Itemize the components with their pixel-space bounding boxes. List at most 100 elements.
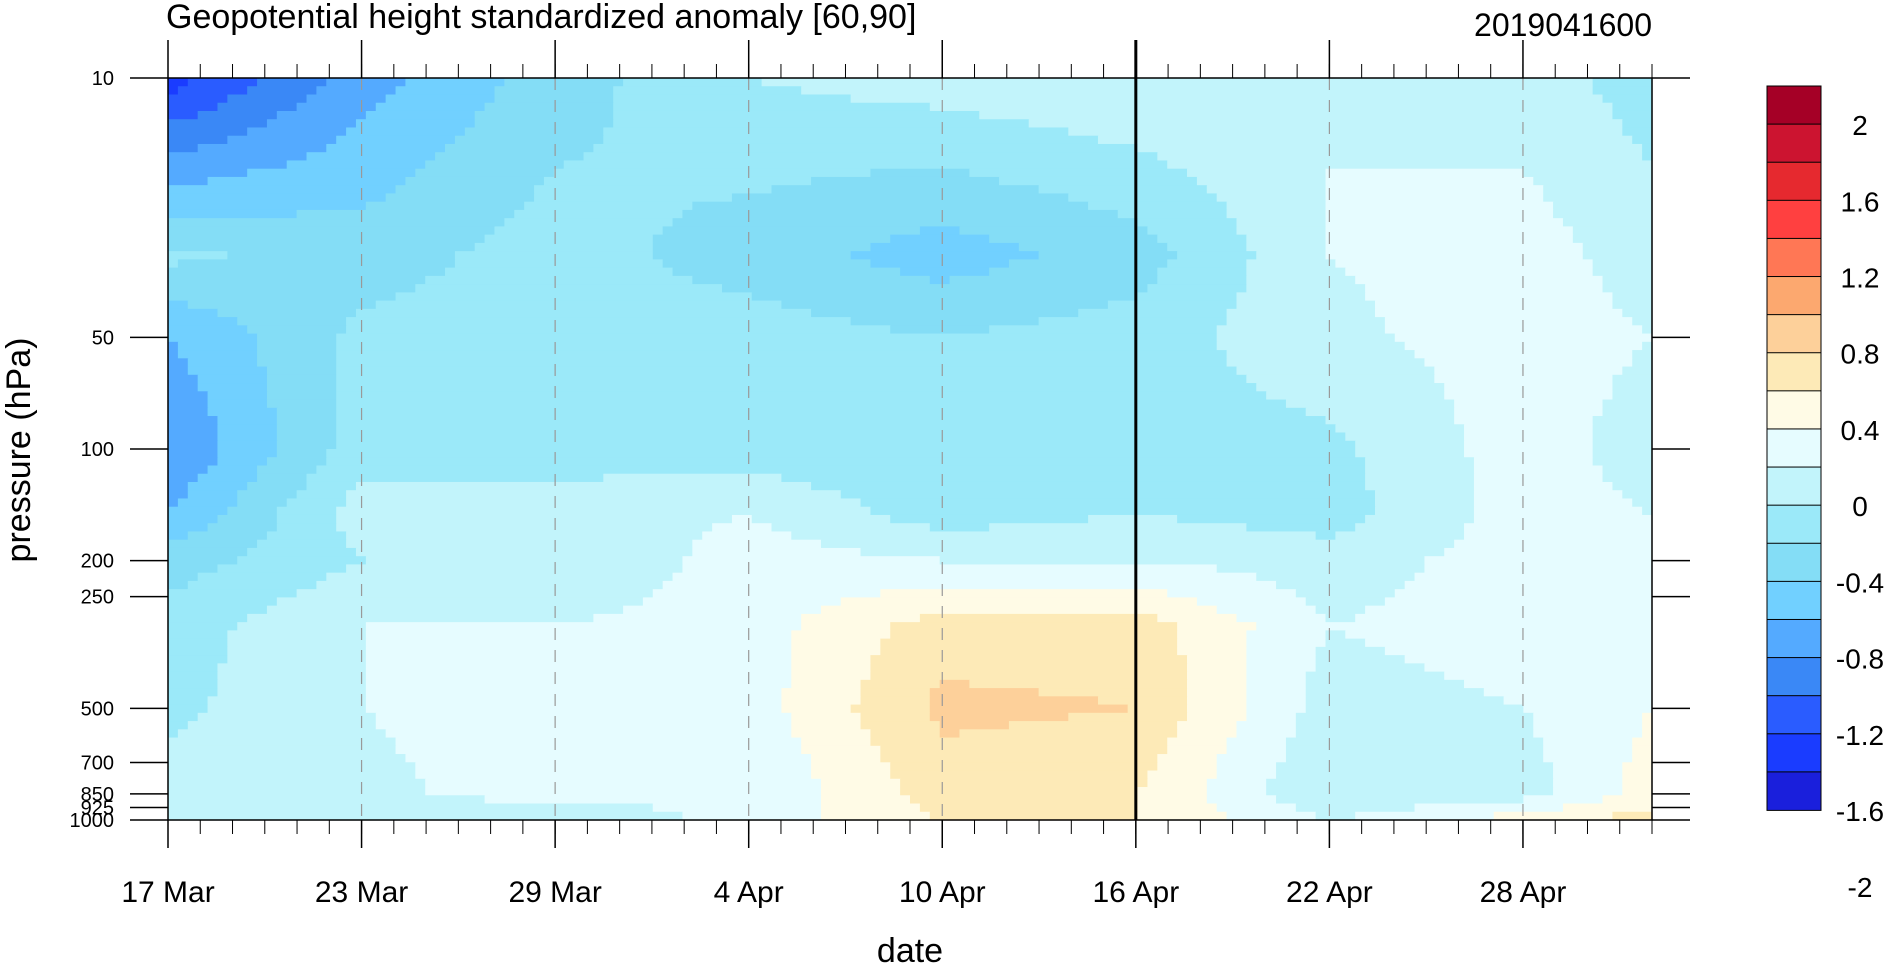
contour-cell xyxy=(959,226,1149,236)
contour-cell xyxy=(1365,481,1475,491)
contour-cell xyxy=(1246,638,1327,648)
contour-cell xyxy=(1365,605,1653,615)
contour-cell xyxy=(266,366,337,376)
contour-cell xyxy=(1276,770,1554,780)
colorbar-swatch xyxy=(1766,390,1822,430)
contour-cell xyxy=(207,399,268,409)
contour-cell xyxy=(1444,547,1653,557)
contour-cell xyxy=(791,531,1317,541)
contour-cell xyxy=(1236,729,1297,739)
contour-cell xyxy=(1137,292,1238,302)
contour-cell xyxy=(692,547,862,557)
contour-cell xyxy=(1473,457,1594,467)
contour-cell xyxy=(168,94,228,104)
contour-cell xyxy=(1216,605,1317,615)
contour-cell xyxy=(820,795,911,805)
contour-cell xyxy=(929,696,1099,706)
contour-cell xyxy=(168,704,209,714)
contour-cell xyxy=(929,523,990,533)
contour-cell xyxy=(168,506,228,516)
contour-cell xyxy=(336,424,1337,434)
contour-cell xyxy=(890,514,1089,524)
contour-cell xyxy=(435,152,585,162)
contour-cell xyxy=(1295,729,1534,739)
contour-cell xyxy=(1315,605,1366,615)
contour-cell xyxy=(168,811,684,821)
contour-cell xyxy=(197,110,278,120)
contour-cell xyxy=(266,119,357,129)
contour-cell xyxy=(346,325,891,335)
contour-cell xyxy=(1632,745,1653,755)
y-tick-label: 700 xyxy=(81,753,114,775)
contour-cell xyxy=(1246,275,1356,285)
contour-cell xyxy=(1444,671,1653,681)
contour-cell xyxy=(989,234,1158,244)
contour-cell xyxy=(385,193,535,203)
contour-cell xyxy=(1374,498,1475,508)
contour-cell xyxy=(1642,721,1653,730)
contour-cell xyxy=(1572,234,1653,244)
contour-cell xyxy=(1177,729,1238,739)
contour-cell xyxy=(454,135,604,145)
contour-cell xyxy=(336,432,1346,442)
contour-cell xyxy=(177,259,456,269)
contour-cell xyxy=(850,317,1040,326)
contour-cell xyxy=(1612,374,1653,384)
contour-cell xyxy=(247,547,357,557)
contour-cell xyxy=(346,127,466,137)
contour-cell xyxy=(168,102,219,112)
contour-cell xyxy=(484,795,822,805)
contour-cell xyxy=(1622,490,1653,500)
contour-cell xyxy=(1256,383,1445,392)
contour-cell xyxy=(1117,209,1228,219)
contour-cell xyxy=(1157,762,1218,772)
contour-cell xyxy=(1246,679,1307,689)
contour-cell xyxy=(168,333,258,343)
contour-cell xyxy=(1157,613,1238,623)
contour-cell xyxy=(207,465,258,475)
x-tick-label: 22 Apr xyxy=(1286,876,1373,909)
contour-cell xyxy=(1642,341,1653,351)
contour-cell xyxy=(1424,358,1633,368)
contour-cell xyxy=(860,547,1445,557)
contour-cell xyxy=(652,251,852,260)
contour-cell xyxy=(1602,795,1653,805)
contour-cell xyxy=(801,622,891,631)
contour-cell xyxy=(870,663,1188,673)
contour-cell xyxy=(1612,110,1653,120)
contour-cell xyxy=(929,688,1040,697)
contour-cell xyxy=(1325,193,1544,203)
contour-cell xyxy=(276,523,337,533)
contour-cell xyxy=(336,416,1327,425)
colorbar-swatch xyxy=(1766,237,1822,278)
contour-cell xyxy=(168,762,416,772)
contour-cell xyxy=(1414,350,1633,359)
contour-cell xyxy=(1434,366,1623,376)
contour-cell xyxy=(949,275,1158,285)
contour-cell xyxy=(870,729,941,739)
contour-cell xyxy=(840,490,1376,500)
colorbar-swatch xyxy=(1766,85,1822,126)
contour-cell xyxy=(1038,688,1188,697)
contour-cell xyxy=(168,539,258,549)
contour-cell xyxy=(415,284,723,293)
contour-cell xyxy=(1147,226,1238,236)
contour-cell xyxy=(1256,622,1653,631)
x-tick-label: 28 Apr xyxy=(1480,876,1567,909)
contour-cell xyxy=(168,754,407,763)
contour-cell xyxy=(1523,795,1604,805)
contour-cell xyxy=(890,630,1178,640)
contour-cell xyxy=(266,457,327,467)
contour-cell xyxy=(1236,613,1327,623)
contour-cell xyxy=(1236,226,1327,236)
contour-cell xyxy=(1187,704,1247,714)
contour-cell xyxy=(197,473,258,483)
contour-cell xyxy=(1553,201,1653,211)
contour-cell xyxy=(761,78,1594,87)
contour-cell xyxy=(168,679,219,689)
contour-cell xyxy=(1137,795,1208,805)
contour-cell xyxy=(168,251,228,260)
contour-cell xyxy=(227,638,367,648)
contour-cell xyxy=(168,185,397,195)
contour-cell xyxy=(672,572,1257,582)
